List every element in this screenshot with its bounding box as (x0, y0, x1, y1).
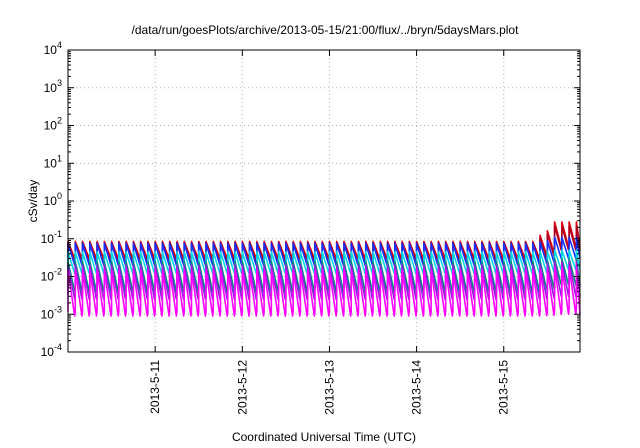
y-tick-label: 100 (44, 191, 62, 208)
ticks (68, 49, 580, 353)
y-tick-label: 10-1 (41, 229, 62, 246)
series-group (67, 221, 581, 317)
y-tick-label: 102 (44, 116, 62, 133)
x-tick-label: 2013-5-14 (410, 360, 424, 415)
y-tick-label: 10-4 (41, 342, 62, 359)
y-tick-label: 10-2 (41, 267, 62, 284)
y-tick-label: 103 (44, 78, 62, 95)
y-tick-labels: 10-4 10-3 10-2 10-1 100 101 102 103 104 (41, 40, 62, 359)
chart-title: /data/run/goesPlots/archive/2013-05-15/2… (132, 23, 520, 37)
x-tick-label: 2013-5-12 (235, 360, 249, 415)
x-tick-label: 2013-5-13 (322, 360, 336, 415)
y-tick-label: 104 (44, 40, 62, 57)
x-axis-label: Coordinated Universal Time (UTC) (232, 430, 416, 444)
series-line-magenta (67, 266, 581, 317)
x-tick-labels: 2013-5-11 2013-5-12 2013-5-13 2013-5-14 2013… (148, 360, 511, 415)
y-axis-label: cSv/day (26, 180, 40, 223)
x-tick-label: 2013-5-15 (497, 360, 511, 415)
x-tick-label: 2013-5-11 (148, 360, 162, 414)
y-tick-label: 101 (44, 153, 62, 170)
y-tick-label: 10-3 (41, 304, 62, 321)
